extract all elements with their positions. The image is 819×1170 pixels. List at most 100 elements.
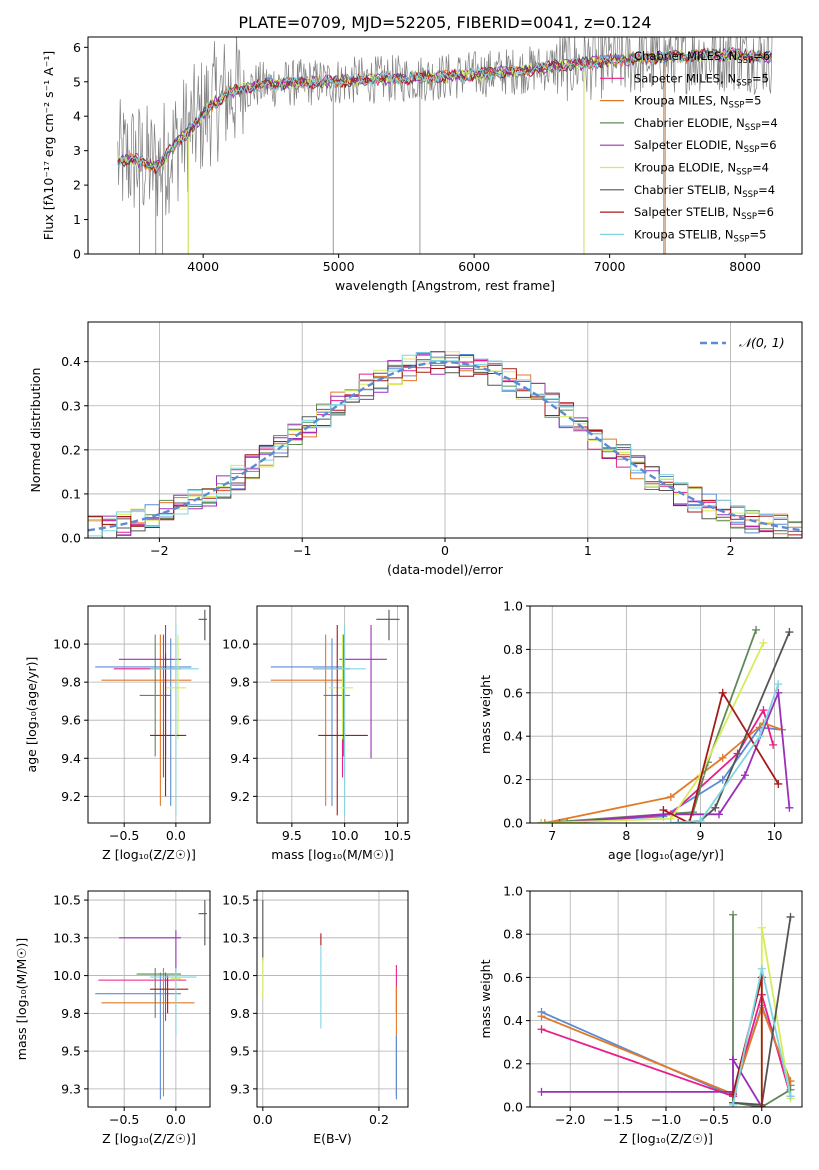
y-tick-label: 0.4 xyxy=(503,729,523,744)
x-axis-label: Z [log₁₀(Z/Z☉)] xyxy=(619,1131,713,1146)
x-axis-label: Z [log₁₀(Z/Z☉)] xyxy=(102,1131,196,1146)
axes-frame xyxy=(87,36,803,255)
weight-marker-ss xyxy=(774,779,783,788)
model-spectrum-ss xyxy=(117,48,772,175)
legend-subscript: SSP xyxy=(741,212,757,222)
weight-marker-km xyxy=(718,753,727,762)
legend-name: Kroupa ELODIE, N xyxy=(634,161,736,175)
x-axis-label: mass [log₁₀(M/M☉)] xyxy=(271,847,393,862)
weight-marker-ss xyxy=(757,1103,766,1107)
axes: −2.0 −1.5 −1.0 −0.5 0.0 0.0 0.2 0.4 0.6 0.8 1.0 Z [… xyxy=(478,884,803,1146)
y-tick-label: 0.8 xyxy=(503,642,523,657)
grid xyxy=(88,891,210,1107)
legend-subscript: SSP xyxy=(745,123,761,133)
x-tick-label: 0.2 xyxy=(369,1112,389,1127)
legend-label-ce: Chabrier ELODIE, NSSP=4 xyxy=(634,116,778,133)
x-tick-label: 10.5 xyxy=(384,828,412,843)
x-tick-label: 0.0 xyxy=(166,1112,186,1127)
x-tick-label: −0.5 xyxy=(109,1112,139,1127)
y-tick-label: 9.8 xyxy=(61,675,81,690)
panel-age-vs-Z: −0.5 0.0 9.2 9.4 9.6 9.8 10.0 Z [log₁₀(Z/Z☉)] ag… xyxy=(24,605,211,862)
y-tick-label: 9.3 xyxy=(230,1081,250,1096)
axes: −0.5 0.0 9.2 9.4 9.6 9.8 10.0 Z [log₁₀(Z/Z☉)] ag… xyxy=(24,605,211,862)
y-tick-label: 1.0 xyxy=(503,599,523,614)
plot-area xyxy=(262,900,397,1100)
weight-marker-ss xyxy=(685,819,694,823)
weight-marker-ks xyxy=(786,1092,795,1101)
panel-mass-vs-EBV: 0.0 0.2 9.3 9.5 9.8 10.0 10.3 10.5 E(B-V) xyxy=(222,890,409,1146)
legend-tail: =6 xyxy=(753,49,770,63)
x-tick-label: 8 xyxy=(622,828,630,843)
legend-tail: =5 xyxy=(744,94,761,108)
y-tick-label: 10.3 xyxy=(53,930,81,945)
legend-label-se: Salpeter ELODIE, NSSP=6 xyxy=(634,138,777,155)
y-tick-label: 10.0 xyxy=(53,968,81,983)
x-axis-label: (data-model)/error xyxy=(387,562,504,577)
axes: 4000 5000 6000 7000 8000 0 1 2 3 4 5 6 wavelength [A… xyxy=(41,36,803,293)
weight-marker-ks xyxy=(757,964,766,973)
legend-name: Salpeter ELODIE, N xyxy=(634,138,744,152)
x-tick-label: −2 xyxy=(150,543,168,558)
legend-label-ss: Salpeter STELIB, NSSP=6 xyxy=(634,205,774,222)
panel-weight-vs-age: 7 8 9 10 0.0 0.2 0.4 0.6 0.8 1.0 age [log₁₀(age/yr… xyxy=(478,599,803,862)
weight-marker-ks xyxy=(666,819,675,823)
axes-frame xyxy=(256,605,409,824)
legend-subscript: SSP xyxy=(734,234,750,244)
y-tick-label: 0.2 xyxy=(503,772,523,787)
y-tick-label: 0.4 xyxy=(61,354,81,369)
weight-line-ss xyxy=(662,690,780,823)
spectrum-legend: Chabrier MILES, NSSP=6 Salpeter MILES, N S… xyxy=(600,49,778,244)
axes: 7 8 9 10 0.0 0.2 0.4 0.6 0.8 1.0 age [log₁₀(age/yr… xyxy=(478,599,803,862)
y-tick-label: 0.1 xyxy=(61,486,81,501)
legend-tail: =4 xyxy=(758,183,775,197)
legend-label-km: Kroupa MILES, NSSP=5 xyxy=(634,94,761,111)
y-tick-label: 0.6 xyxy=(503,970,523,985)
weight-line-cs xyxy=(678,631,791,823)
weight-marker-km xyxy=(540,819,549,823)
y-tick-label: 9.8 xyxy=(230,1006,250,1021)
y-axis-label: mass weight xyxy=(478,959,493,1038)
weight-marker-se xyxy=(714,810,723,819)
weight-marker-cs xyxy=(785,628,794,637)
x-tick-label: 10.0 xyxy=(331,828,359,843)
y-tick-label: 9.5 xyxy=(61,1044,81,1059)
legend-name: Kroupa MILES, N xyxy=(634,94,729,108)
x-tick-label: 4000 xyxy=(187,259,219,274)
axes-frame xyxy=(87,890,211,1108)
legend-name: Salpeter MILES, N xyxy=(634,71,736,85)
y-tick-label: 9.3 xyxy=(61,1081,81,1096)
axes-frame xyxy=(529,605,803,824)
axes: 9.5 10.0 10.5 9.2 9.4 9.6 9.8 10.0 mass [log₁₀(M… xyxy=(222,605,412,862)
plot-area xyxy=(95,900,207,1100)
panel-weight-vs-Z: −2.0 −1.5 −1.0 −0.5 0.0 0.0 0.2 0.4 0.6 0.8 1.0 Z [… xyxy=(478,884,803,1146)
legend-subscript: SSP xyxy=(742,190,758,200)
y-tick-label: 0.6 xyxy=(503,685,523,700)
y-tick-label: 0.4 xyxy=(503,1013,523,1028)
weight-marker-se xyxy=(729,1055,738,1064)
histogram-ss xyxy=(88,365,802,536)
x-tick-label: 0 xyxy=(441,543,449,558)
x-tick-label: −1.0 xyxy=(651,1112,681,1127)
model-spectrum-ks xyxy=(117,47,772,173)
weight-marker-se xyxy=(537,1087,546,1096)
legend-label-cm: Chabrier MILES, NSSP=6 xyxy=(634,49,770,66)
legend-subscript: SSP xyxy=(736,168,752,178)
residual-legend: 𝒩(0, 1) xyxy=(700,335,785,350)
weight-marker-ce xyxy=(729,910,738,919)
weight-marker-cm xyxy=(718,775,727,784)
y-tick-label: 10.3 xyxy=(222,930,250,945)
panel-mass-vs-Z: −0.5 0.0 9.3 9.5 9.8 10.0 10.3 10.5 Z [log₁₀(Z/Z… xyxy=(14,890,211,1146)
plot-area xyxy=(537,910,795,1107)
normal-curve-line xyxy=(88,360,802,532)
y-tick-label: 0.2 xyxy=(61,442,81,457)
y-axis-label: age [log₁₀(age/yr)] xyxy=(24,657,39,773)
y-tick-label: 10.5 xyxy=(53,893,81,908)
weight-line-se xyxy=(541,1056,763,1107)
x-axis-label: E(B-V) xyxy=(313,1131,352,1146)
y-tick-label: 0.2 xyxy=(503,1056,523,1071)
x-tick-label: −0.5 xyxy=(699,1112,729,1127)
x-tick-label: −2.0 xyxy=(555,1112,585,1127)
y-tick-label: 9.6 xyxy=(61,713,81,728)
weight-marker-se xyxy=(740,771,749,780)
x-tick-label: 5000 xyxy=(323,259,355,274)
